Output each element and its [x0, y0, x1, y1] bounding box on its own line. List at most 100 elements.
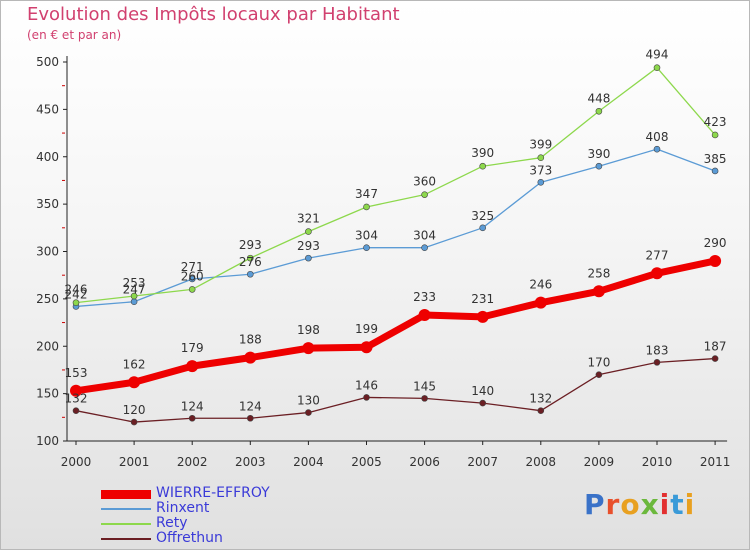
data-label: 373 — [529, 163, 552, 177]
data-label: 242 — [65, 287, 88, 301]
data-point — [188, 414, 196, 422]
y-tick-label: 350 — [36, 197, 59, 211]
data-label: 198 — [297, 323, 320, 337]
data-point — [363, 203, 370, 211]
data-point — [537, 407, 545, 414]
data-point — [595, 162, 603, 170]
series-line-rety — [75, 67, 716, 304]
data-point — [537, 154, 545, 161]
y-tick-label: 150 — [36, 387, 59, 401]
logo-letter: o — [620, 488, 641, 521]
data-label: 423 — [704, 115, 727, 129]
proxiti-logo: Proxiti — [584, 488, 695, 521]
data-point — [128, 376, 141, 389]
legend-label: Rety — [156, 515, 188, 531]
data-point — [130, 298, 138, 306]
data-label: 290 — [704, 236, 727, 250]
data-point — [70, 384, 82, 397]
data-label: 246 — [529, 278, 552, 292]
data-point — [363, 244, 370, 252]
series-line-wierre-effroy — [72, 257, 719, 395]
y-tick-label: 100 — [36, 434, 59, 448]
series-line-offrethun — [75, 357, 716, 423]
data-label: 170 — [587, 356, 610, 370]
data-point — [476, 310, 489, 323]
data-point — [130, 292, 138, 300]
data-point — [421, 395, 428, 402]
line-chart: 100 150 200 250 300 350 400 450 500 2000 2001 2002 2… — [36, 48, 731, 469]
data-label: 132 — [65, 392, 88, 406]
data-point — [421, 191, 428, 198]
data-label: 277 — [646, 248, 669, 262]
chart-subtitle: (en € et par an) — [27, 28, 122, 42]
data-label: 276 — [239, 255, 262, 269]
data-label: 183 — [646, 343, 669, 357]
data-label: 399 — [529, 138, 552, 152]
x-tick-label: 2001 — [119, 455, 150, 469]
data-label: 162 — [123, 357, 146, 371]
y-tick-label: 250 — [36, 292, 59, 306]
data-label: 120 — [123, 403, 146, 417]
legend-swatch — [101, 508, 151, 510]
y-tick-label: 450 — [36, 102, 59, 116]
data-label: 179 — [181, 341, 204, 355]
data-label: 233 — [413, 290, 436, 304]
data-point — [595, 107, 603, 115]
y-tick-label: 400 — [36, 150, 59, 164]
data-point — [711, 167, 719, 175]
data-point — [653, 64, 661, 71]
data-label: 385 — [704, 152, 727, 166]
data-point — [711, 131, 719, 139]
data-label: 145 — [413, 379, 436, 393]
data-point — [247, 254, 254, 262]
x-tick-label: 2002 — [177, 455, 208, 469]
logo-letter: P — [584, 488, 606, 521]
x-tick-label: 2000 — [61, 455, 92, 469]
x-tick-label: 2003 — [235, 455, 266, 469]
legend-label: Offrethun — [156, 530, 223, 546]
data-point — [247, 414, 254, 422]
x-tick-label: 2009 — [584, 455, 615, 469]
data-point — [479, 399, 487, 407]
data-label: 187 — [704, 340, 727, 354]
data-label: 130 — [297, 394, 320, 408]
data-point — [479, 224, 487, 232]
logo-letter: r — [605, 488, 621, 521]
data-point — [592, 285, 605, 298]
data-point — [188, 275, 196, 283]
logo-letter: x — [640, 488, 660, 521]
data-label: 246 — [65, 283, 88, 297]
legend-swatch — [101, 523, 151, 525]
data-point — [305, 254, 312, 262]
chart-title: Evolution des Impôts locaux par Habitant — [27, 4, 400, 25]
data-label: 304 — [413, 229, 436, 243]
data-point — [244, 351, 257, 364]
y-tick-label: 300 — [36, 245, 59, 259]
data-point — [595, 371, 603, 378]
x-tick-label: 2008 — [526, 455, 557, 469]
legend-swatch — [101, 489, 151, 499]
logo-letter: i — [684, 488, 696, 521]
data-label: 188 — [239, 333, 262, 347]
data-point — [130, 418, 138, 426]
data-label: 146 — [355, 378, 378, 392]
data-point — [363, 394, 370, 401]
data-label: 448 — [587, 91, 610, 105]
data-point — [72, 407, 80, 414]
data-point — [479, 162, 487, 170]
data-label: 140 — [471, 384, 494, 398]
legend-swatch — [101, 538, 151, 540]
x-tick-label: 2010 — [642, 455, 673, 469]
data-label: 124 — [181, 399, 204, 413]
data-point — [72, 299, 80, 306]
series-line-rinxent — [75, 148, 716, 308]
data-label: 293 — [239, 238, 262, 252]
data-point — [537, 179, 545, 186]
logo-letter: i — [659, 488, 671, 521]
data-point — [653, 145, 661, 153]
data-point — [186, 360, 199, 373]
data-label: 360 — [413, 175, 436, 189]
x-tick-label: 2011 — [700, 455, 731, 469]
data-point — [247, 270, 254, 278]
